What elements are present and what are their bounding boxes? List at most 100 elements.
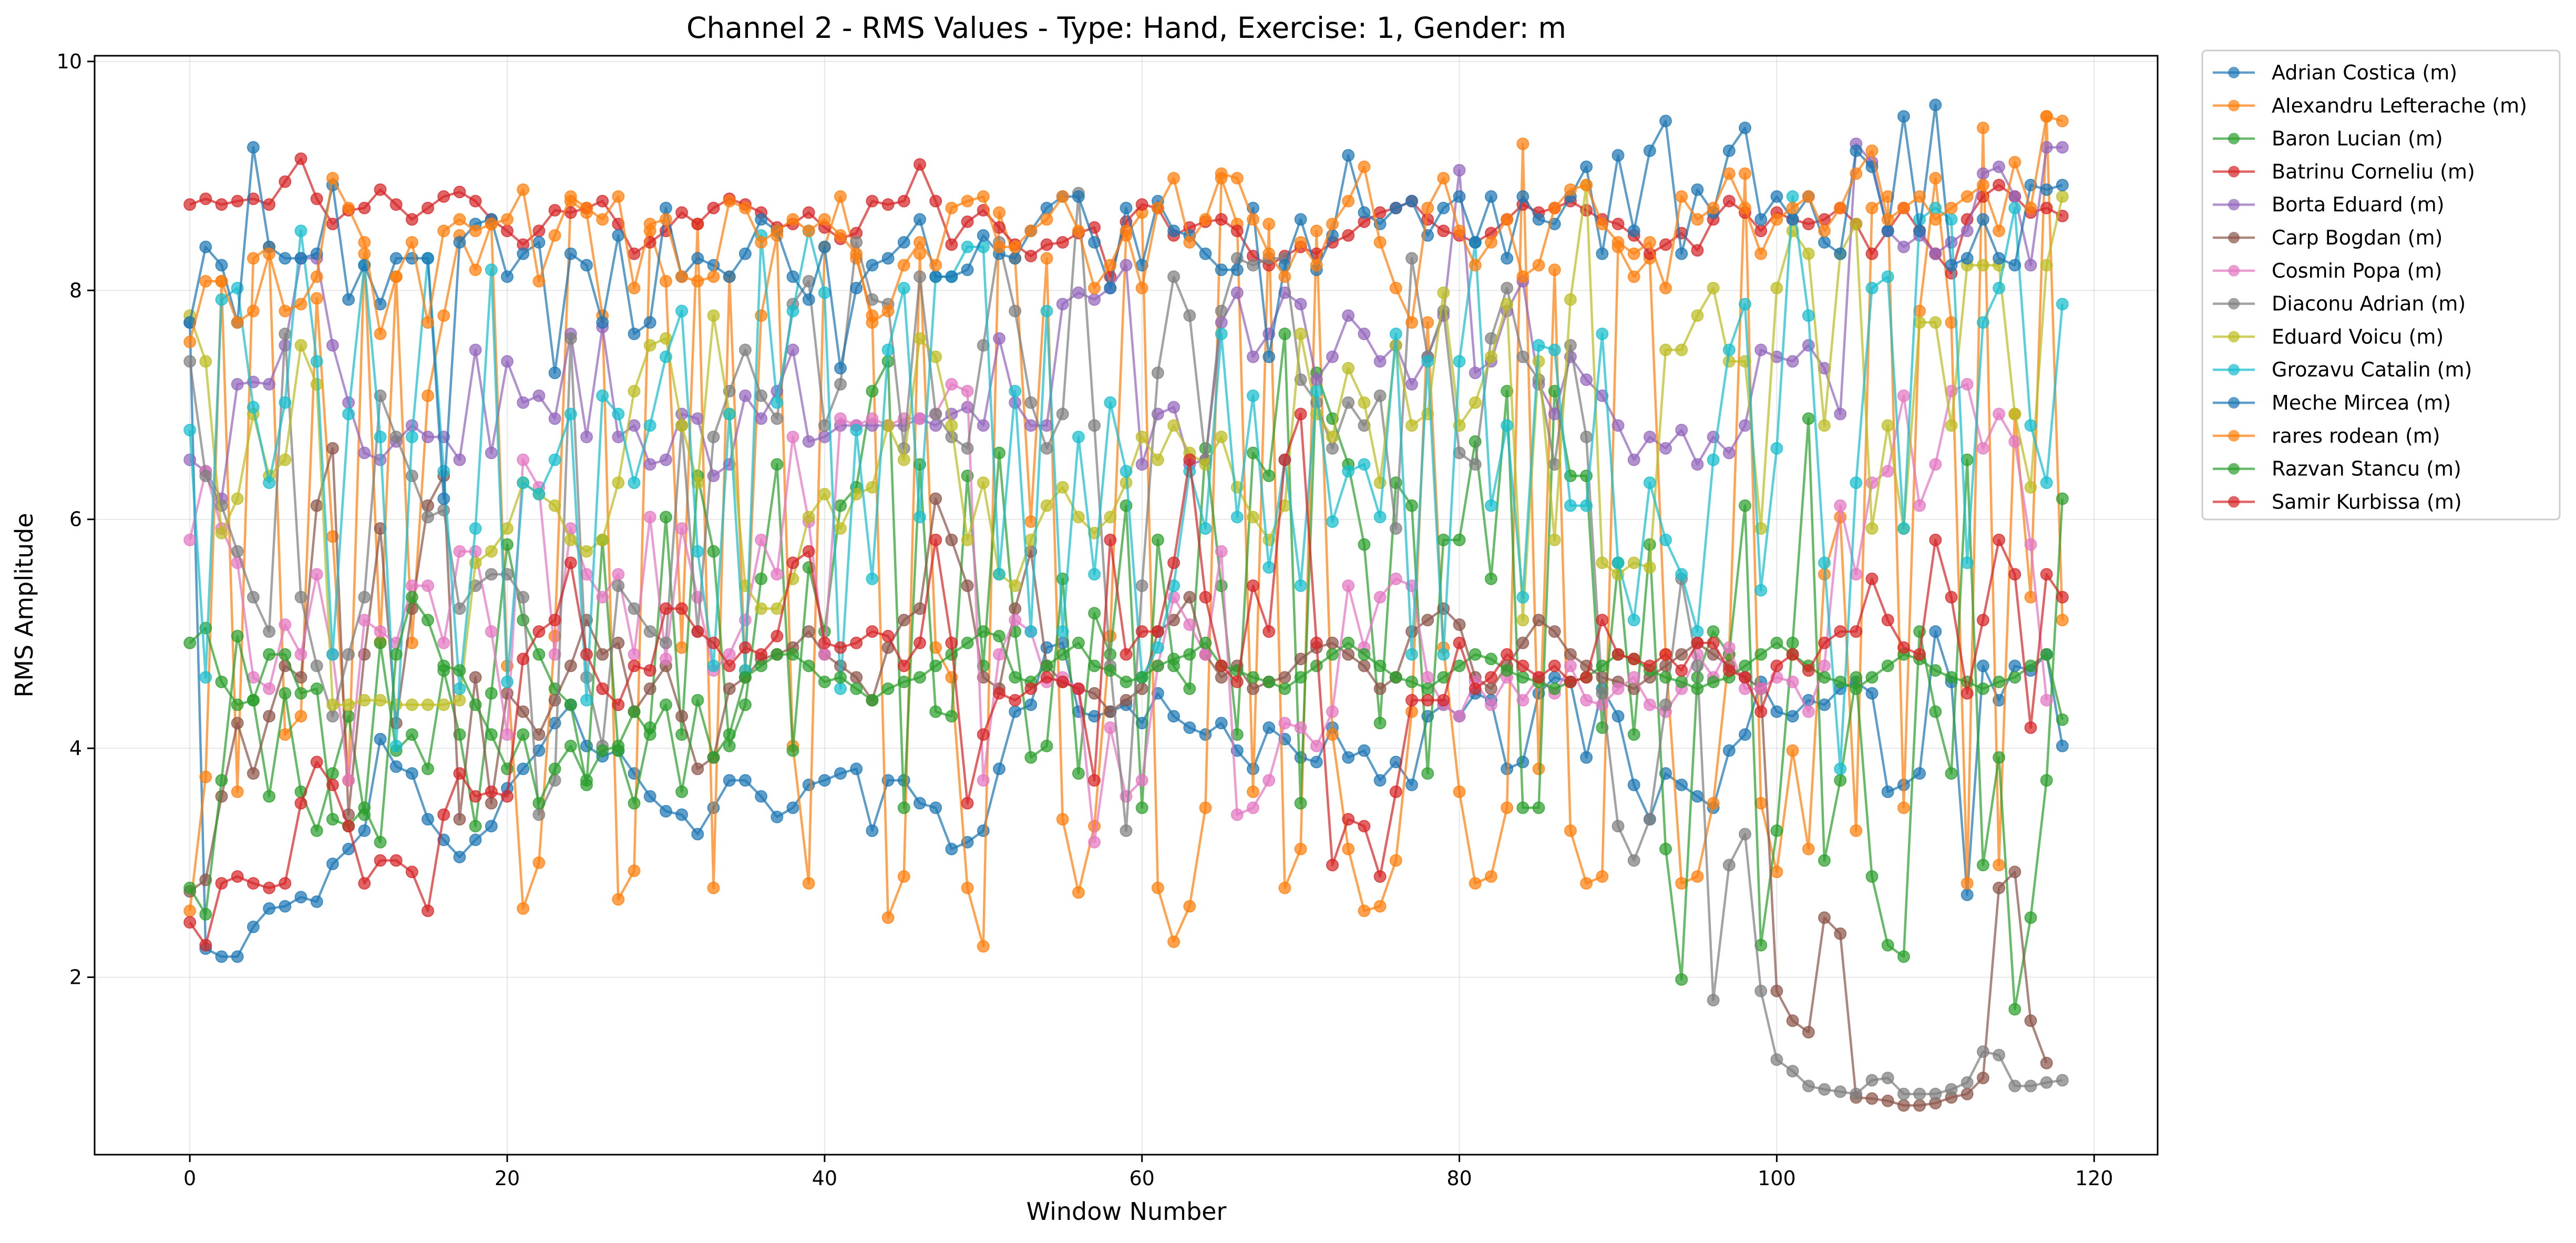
data-point (1294, 298, 1307, 311)
data-point (1929, 458, 1942, 471)
data-point (326, 698, 339, 711)
data-point (914, 270, 926, 283)
data-point (422, 316, 434, 329)
data-point (358, 201, 371, 215)
data-point (1358, 648, 1371, 661)
data-point (1961, 1087, 1974, 1101)
data-point (279, 453, 292, 466)
data-point (675, 808, 689, 821)
data-point (914, 213, 926, 226)
data-point (1707, 453, 1720, 466)
data-point (1691, 309, 1704, 322)
data-point (1501, 664, 1514, 677)
data-point (628, 602, 641, 615)
data-point (1659, 698, 1672, 711)
data-point (1373, 511, 1387, 524)
data-point (1580, 160, 1593, 174)
data-point (1373, 682, 1387, 695)
data-point (866, 384, 879, 398)
data-point (485, 820, 498, 833)
data-point (1453, 636, 1466, 649)
data-point (1373, 236, 1387, 249)
data-point (993, 648, 1005, 661)
data-point (1230, 286, 1244, 299)
data-point (374, 694, 387, 707)
data-point (1993, 751, 2006, 764)
data-point (1009, 694, 1022, 707)
data-point (596, 682, 609, 695)
data-point (1516, 590, 1530, 604)
data-point (1151, 625, 1164, 638)
data-point (977, 774, 990, 787)
data-point (1627, 854, 1640, 867)
data-point (1405, 316, 1418, 329)
data-point (802, 435, 815, 448)
data-point (866, 195, 879, 208)
data-point (1215, 304, 1228, 318)
data-point (453, 186, 466, 199)
data-point (1865, 687, 1879, 700)
data-point (1675, 675, 1688, 688)
data-point (1469, 259, 1482, 272)
data-point (866, 824, 879, 837)
data-point (1009, 384, 1022, 398)
data-point (437, 225, 450, 238)
data-point (2024, 721, 2037, 734)
data-point (374, 328, 387, 340)
data-point (723, 682, 736, 695)
data-point (1881, 1072, 1894, 1085)
data-point (548, 648, 561, 661)
data-point (342, 201, 355, 215)
data-point (866, 316, 879, 329)
data-point (1437, 694, 1450, 707)
data-point (453, 236, 466, 249)
data-point (1072, 682, 1085, 695)
data-point (1516, 636, 1530, 649)
legend-marker (2228, 99, 2240, 111)
data-point (1056, 813, 1069, 826)
data-point (1564, 659, 1577, 673)
data-point (532, 625, 546, 638)
data-point (326, 858, 339, 870)
data-point (1342, 465, 1355, 478)
data-point (1484, 499, 1497, 512)
data-point (961, 579, 974, 592)
data-point (1580, 751, 1593, 764)
data-point (738, 671, 752, 684)
data-point (1976, 259, 1989, 272)
data-point (1294, 721, 1307, 734)
legend-marker (2228, 430, 2240, 442)
data-point (517, 453, 530, 466)
data-point (1263, 721, 1276, 734)
data-point (628, 384, 641, 398)
data-point (1358, 744, 1371, 757)
data-point (310, 659, 323, 673)
data-point (1373, 590, 1387, 604)
data-point (1675, 778, 1688, 791)
data-point (1247, 801, 1259, 814)
data-point (1469, 458, 1482, 471)
data-point (1405, 675, 1418, 688)
data-point (802, 877, 815, 890)
data-point (1881, 419, 1894, 432)
data-point (517, 614, 530, 627)
data-point (1722, 859, 1736, 872)
data-point (1865, 144, 1879, 157)
data-point (1961, 378, 1974, 391)
legend-label: Alexandru Lefterache (m) (2272, 94, 2527, 117)
data-point (834, 671, 847, 684)
data-point (1754, 648, 1768, 661)
data-point (675, 785, 689, 798)
data-point (1818, 911, 1831, 924)
data-point (786, 801, 799, 814)
data-point (643, 419, 656, 432)
data-point (1484, 350, 1497, 363)
data-point (564, 556, 577, 569)
data-point (1564, 183, 1577, 196)
data-point (961, 195, 974, 208)
data-point (1501, 213, 1514, 226)
data-point (1897, 522, 1910, 535)
data-point (1263, 218, 1276, 230)
legend-marker (2228, 133, 2240, 145)
data-point (914, 332, 926, 345)
